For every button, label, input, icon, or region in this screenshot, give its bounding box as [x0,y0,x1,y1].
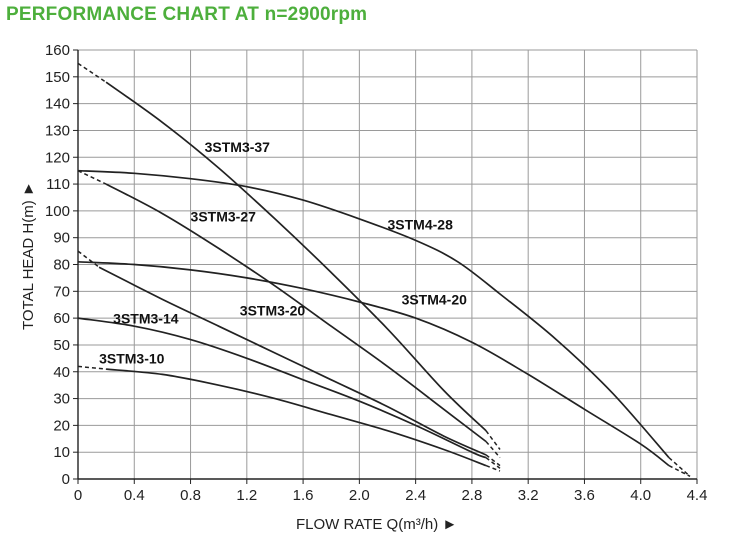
y-tick-label: 30 [53,391,70,408]
x-tick-label: 2.0 [349,487,370,504]
x-tick-label: 0.4 [124,487,145,504]
curve-label: 3STM4-20 [402,292,468,308]
y-tick-label: 100 [45,203,70,220]
x-tick-labels: 0 0.4 0.8 1.2 1.6 2.0 2.4 2.8 3.2 3.6 4.0 4.4 [74,487,708,504]
x-tick-label: 0 [74,487,82,504]
y-tick-label: 40 [53,364,70,381]
y-tick-label: 120 [45,149,70,166]
y-axis-label: TOTAL HEAD H(m) ► [20,181,37,330]
x-tick-label: 2.4 [405,487,426,504]
y-tick-label: 70 [53,283,70,300]
y-tick-label: 150 [45,69,70,86]
curve-3stm3-20-dashed-end [485,454,501,467]
chart-title: PERFORMANCE CHART AT n=2900rpm [6,4,368,25]
curve-3stm3-20-dashed-start [77,250,100,268]
curve-label: 3STM3-27 [191,209,257,225]
x-tick-label: 1.6 [293,487,314,504]
y-tick-label: 10 [53,444,70,461]
curve-3stm3-20 [98,266,487,456]
y-tick-label: 90 [53,230,70,247]
y-tick-label: 60 [53,310,70,327]
y-tick-label: 160 [45,42,70,59]
y-tick-label: 80 [53,257,70,274]
curve-3stm3-14-dashed-end [485,457,501,469]
curve-3stm3-27 [105,183,487,443]
y-tick-label: 0 [62,471,70,488]
x-tick-label: 3.2 [518,487,539,504]
y-tick-label: 110 [46,176,70,193]
curve-labels: 3STM3-37 3STM3-27 3STM3-20 3STM3-14 3STM3-10… [99,139,467,367]
curve-3stm4-20-dashed-end [668,464,691,477]
curve-3stm3-37 [105,81,487,432]
y-tick-labels: 0 10 20 30 40 50 60 70 80 90 100 110 120 130 140 150 160 [45,42,70,488]
axes [73,49,698,484]
curve-3stm3-14 [77,317,487,459]
curve-3stm3-37-dashed-end [485,430,501,450]
x-tick-label: 2.8 [461,487,482,504]
curve-3stm3-10 [106,368,487,467]
curve-3stm3-37-dashed-start [77,62,107,83]
curve-label: 3STM3-10 [99,351,165,367]
curve-label: 3STM3-14 [113,310,179,326]
curve-3stm4-28 [77,169,670,459]
curve-3stm3-27-dashed-start [77,170,107,185]
curves [77,62,691,477]
x-tick-label: 3.6 [574,487,595,504]
curve-3stm3-10-dashed-start [77,365,107,370]
curve-3stm4-28-dashed-end [668,457,691,477]
curve-label: 3STM3-20 [240,302,306,318]
y-tick-label: 130 [45,122,70,139]
grid [78,49,698,479]
curve-3stm3-10-dashed-end [485,464,501,472]
curve-3stm3-27-dashed-end [485,441,501,459]
curve-3stm4-20 [77,260,670,467]
x-tick-label: 0.8 [180,487,201,504]
x-axis-label: FLOW RATE Q(m³/h) ► [296,516,457,533]
x-tick-label: 1.2 [236,487,257,504]
y-tick-label: 140 [45,96,70,113]
curve-label: 3STM4-28 [388,217,454,233]
curve-label: 3STM3-37 [205,139,271,155]
x-tick-label: 4.4 [687,487,708,504]
y-tick-label: 50 [53,337,70,354]
x-tick-label: 4.0 [630,487,651,504]
y-tick-label: 20 [53,417,70,434]
